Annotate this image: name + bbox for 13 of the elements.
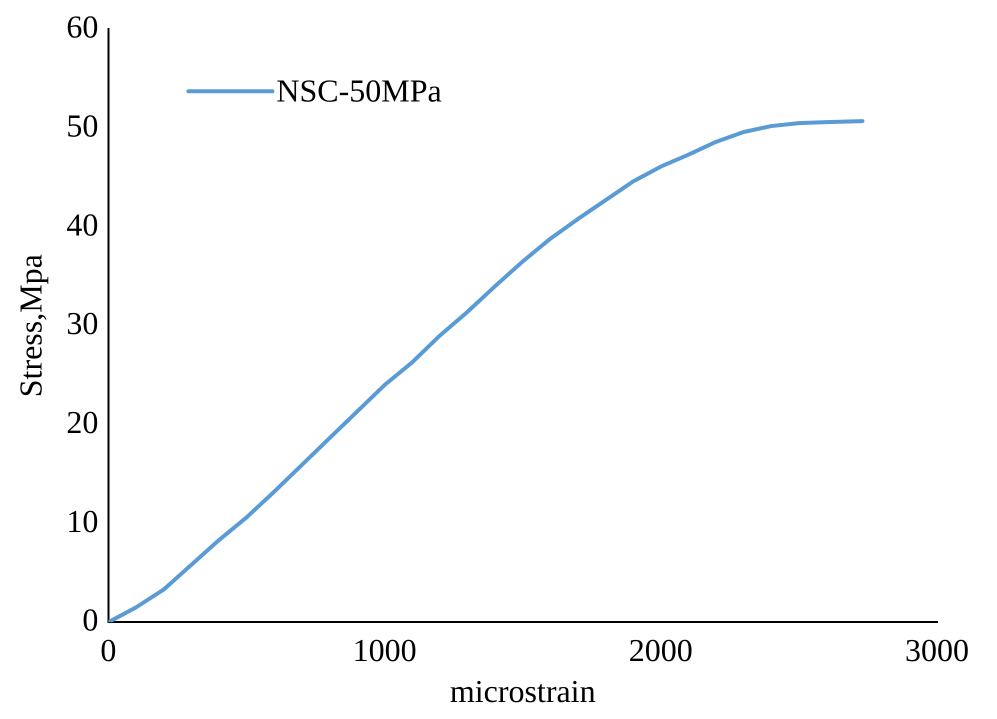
- legend-label: NSC-50MPa: [276, 72, 442, 109]
- x-axis-title: microstrain: [450, 673, 596, 710]
- y-tick-label: 0: [82, 602, 98, 638]
- x-tick-label: 3000: [905, 632, 969, 668]
- y-tick-label: 50: [66, 107, 98, 144]
- x-tick-label: 2000: [628, 632, 693, 668]
- y-tick-label: 60: [66, 8, 98, 45]
- y-tick-label: 40: [66, 206, 98, 242]
- y-tick-label: 20: [66, 404, 98, 440]
- x-tick-label: 1000: [352, 632, 417, 668]
- y-tick-label: 30: [66, 305, 98, 342]
- y-tick-label: 10: [66, 502, 98, 539]
- y-axis-title: Stress,Mpa: [12, 254, 49, 398]
